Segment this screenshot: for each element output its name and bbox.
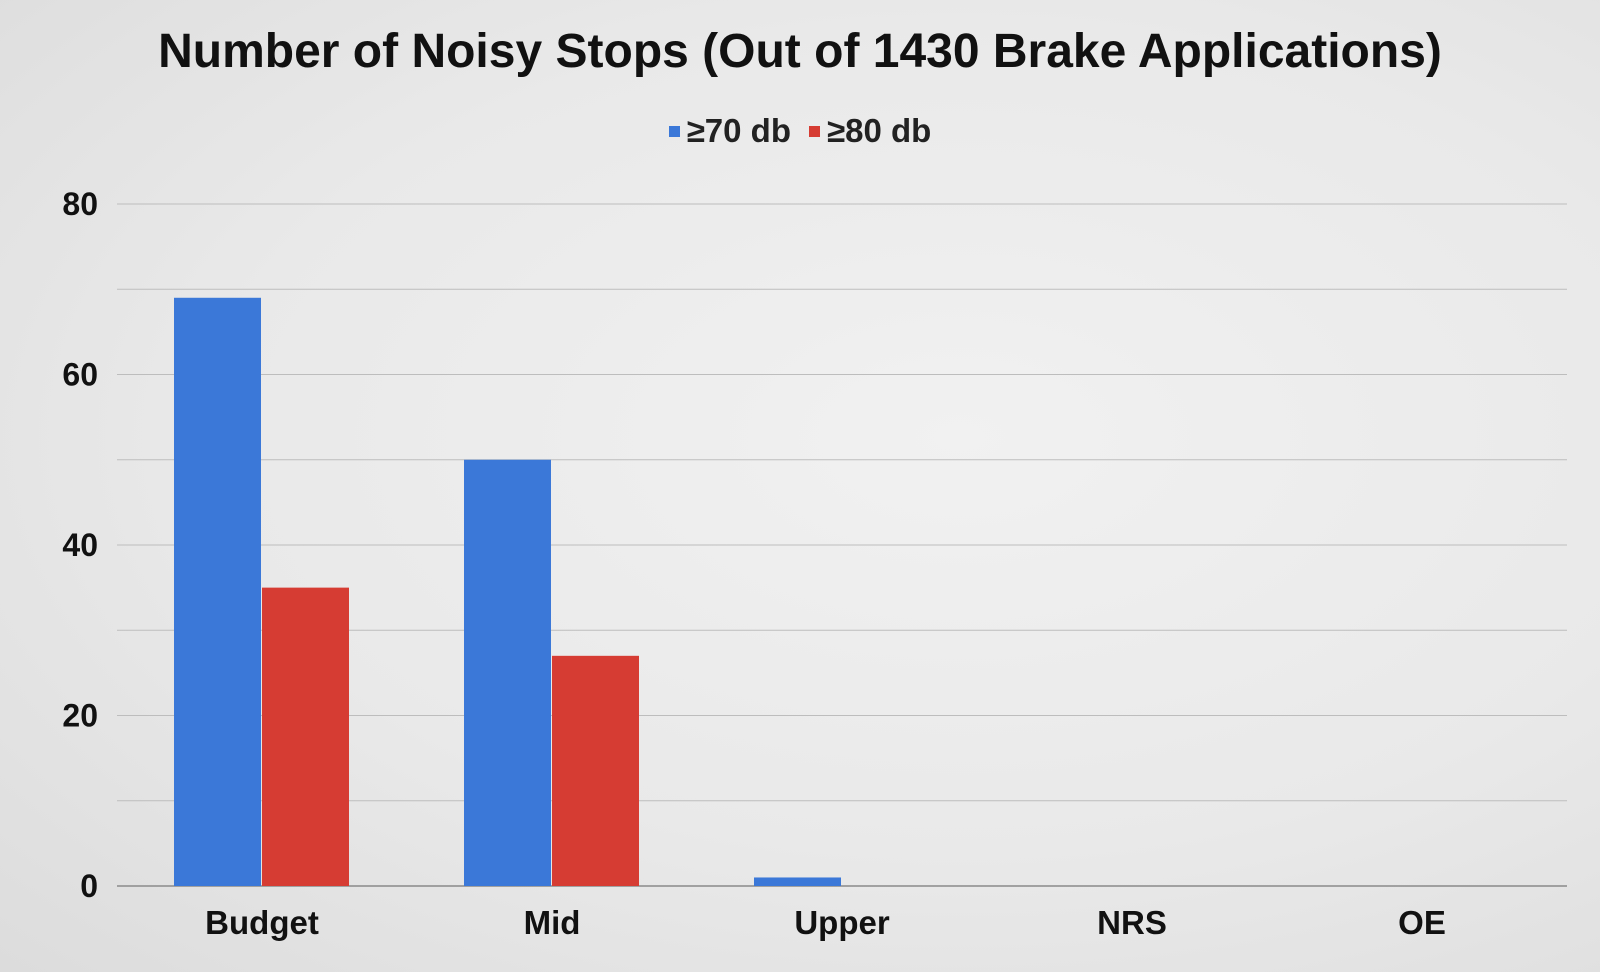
y-tick-label: 40 xyxy=(62,527,98,563)
x-tick-label: NRS xyxy=(1097,904,1167,941)
y-tick-label: 80 xyxy=(62,186,98,222)
bar-budget-series-0 xyxy=(174,297,261,886)
legend-label-80db: ≥80 db xyxy=(827,112,932,149)
bar-mid-series-0 xyxy=(464,459,551,886)
x-tick-label: Mid xyxy=(524,904,581,941)
legend: ≥70 db ≥80 db xyxy=(0,112,1600,150)
y-tick-label: 0 xyxy=(80,868,98,904)
legend-item-80db: ≥80 db xyxy=(809,112,931,150)
legend-item-70db: ≥70 db xyxy=(668,112,791,150)
bar-upper-series-0 xyxy=(754,877,841,886)
legend-swatch-70db xyxy=(668,125,680,137)
x-tick-label: OE xyxy=(1398,904,1446,941)
chart-title: Number of Noisy Stops (Out of 1430 Brake… xyxy=(158,25,1442,78)
bar-mid-series-1 xyxy=(552,655,639,886)
y-tick-label: 20 xyxy=(62,698,98,734)
x-tick-label: Upper xyxy=(794,904,890,941)
legend-label-70db: ≥70 db xyxy=(686,112,791,149)
x-tick-label: Budget xyxy=(205,904,319,941)
legend-swatch-80db xyxy=(809,125,820,137)
y-tick-label: 60 xyxy=(62,357,98,393)
bar-budget-series-1 xyxy=(262,587,349,886)
